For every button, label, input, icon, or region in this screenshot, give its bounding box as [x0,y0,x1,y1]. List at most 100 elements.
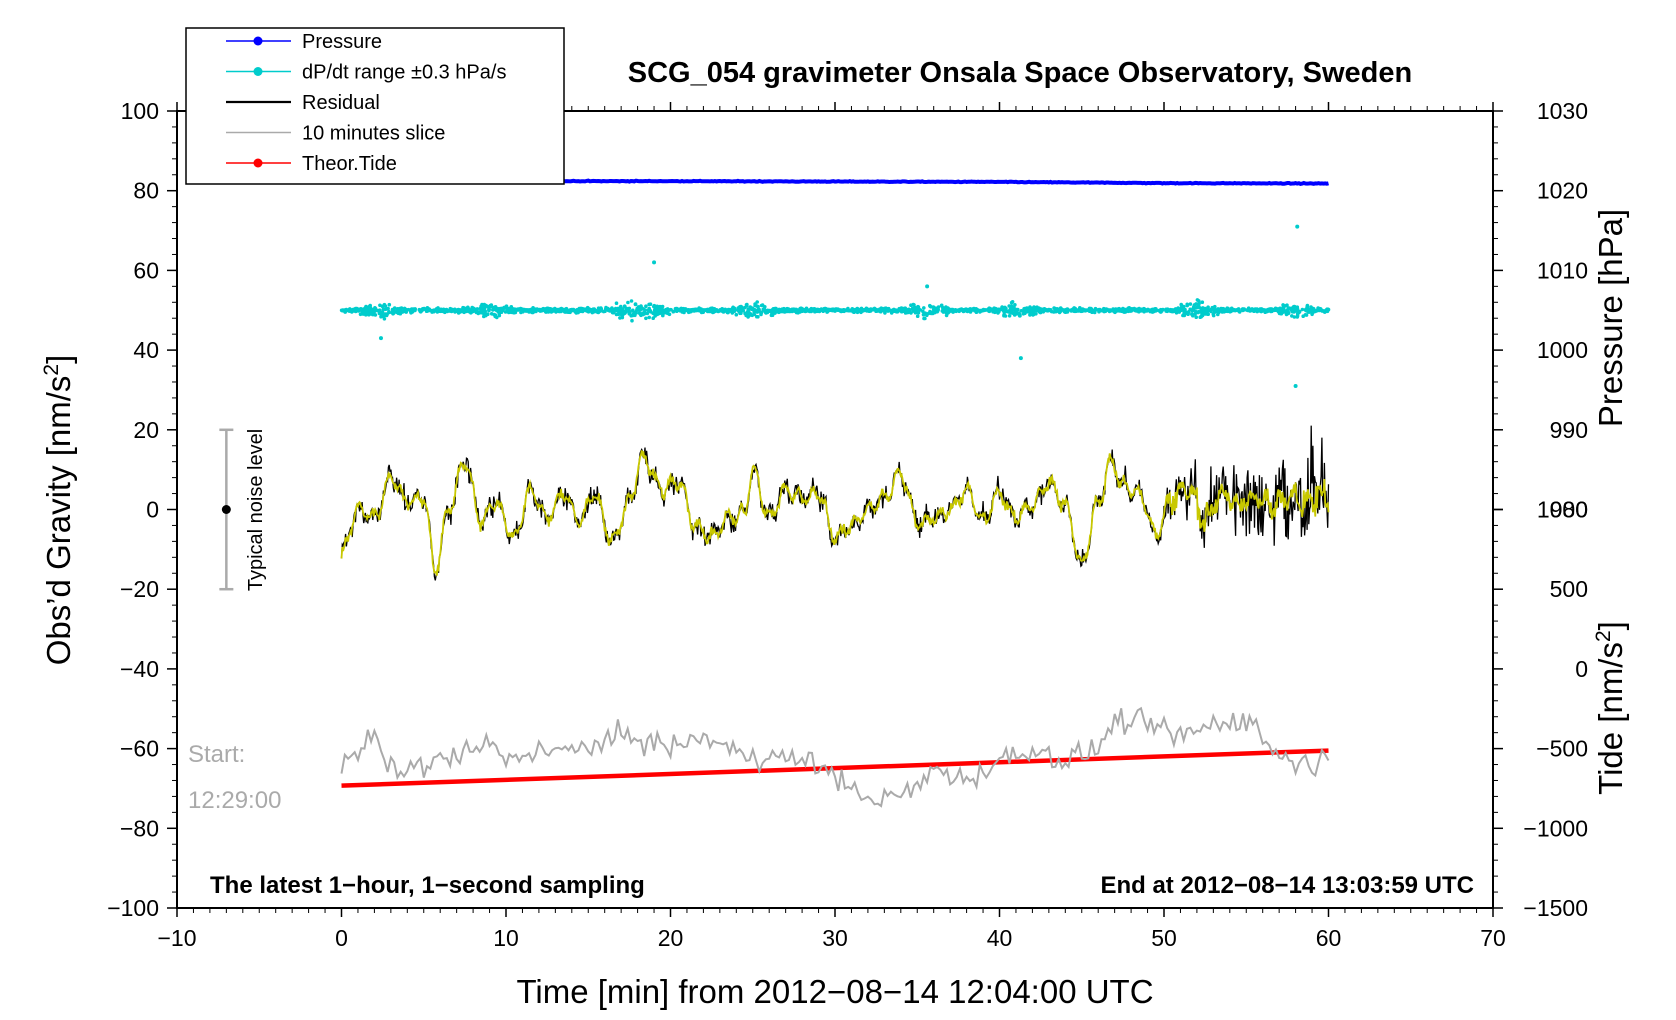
dpdt-point [756,315,760,319]
dpdt-point [933,306,938,311]
dpdt-point [855,310,860,315]
pressure-tick-label: 990 [1550,417,1588,443]
dpdt-point [923,316,927,321]
dpdt-point [807,308,812,312]
dpdt-point [746,312,750,317]
dpdt-point [1137,309,1141,314]
dpdt-point [699,310,704,315]
dpdt-point [1007,314,1012,318]
dpdt-point [909,311,913,315]
dpdt-point [489,304,493,309]
dpdt-point [1124,308,1129,312]
dpdt-point [586,310,591,314]
y-tick-label: −100 [107,895,159,921]
dpdt-point [888,308,893,313]
ten-minute-slice-line [340,706,1330,808]
dpdt-point [727,307,732,312]
dpdt-point [933,310,937,315]
dpdt-point [906,310,910,315]
dpdt-point [1048,308,1053,312]
dpdt-point [1080,307,1085,311]
dpdt-point [633,313,637,318]
chart-title: SCG_054 gravimeter Onsala Space Observat… [628,57,1412,89]
dpdt-point [633,302,638,306]
dpdt-point [511,307,516,311]
dpdt-point [767,308,772,313]
dpdt-point [418,310,423,314]
dpdt-point [628,310,632,314]
dpdt-point [494,306,499,311]
dpdt-point [731,307,736,312]
dpdt-point [563,310,567,314]
dpdt-point [604,305,608,310]
dpdt-point [1042,307,1047,311]
legend-swatch-marker [253,67,263,76]
dpdt-point [620,307,625,311]
dpdt-point [1188,302,1193,306]
dpdt-point [1224,309,1229,313]
x-tick-label: 40 [987,925,1013,951]
dpdt-point [579,309,584,313]
dpdt-point [1092,310,1097,315]
dpdt-point [659,307,664,312]
dpdt-point [744,303,749,307]
dpdt-point [1216,312,1220,317]
dpdt-point [1215,309,1219,314]
y-axis-title-left: Obs’d Gravity [nm/s2] [40,355,77,666]
pressure-tick-labels: 1030 1020 1010 1000 990 980 [1537,98,1588,523]
dpdt-point [1255,309,1260,313]
dpdt-point [645,311,650,316]
dpdt-point [1300,307,1305,312]
dpdt-point [514,307,519,312]
dpdt-point [598,307,603,311]
x-tick-label: 20 [658,925,684,951]
dpdt-point [958,307,962,312]
legend-box [185,27,565,185]
dpdt-point [725,310,730,315]
dpdt-point [1062,308,1066,312]
x-tick-label: 50 [1151,925,1177,951]
dpdt-point [746,307,751,311]
dpdt-point [612,309,616,314]
dpdt-point [1182,309,1187,313]
dpdt-point [644,304,648,309]
dpdt-point [603,309,607,314]
dpdt-point [1023,306,1027,311]
dpdt-point [1122,310,1126,314]
dpdt-point [569,308,573,312]
dpdt-point [1262,309,1267,313]
dpdt-point [383,304,388,308]
x-tick-label: 70 [1480,925,1506,951]
dpdt-point [660,304,665,309]
x-tick-label: 30 [822,925,848,951]
dpdt-point [928,304,933,309]
dpdt-point [787,308,791,313]
dpdt-point [398,311,403,316]
tide-tick-label: −1000 [1523,815,1588,841]
dpdt-point [392,306,397,310]
dpdt-point [743,305,747,310]
dpdt-point [948,309,952,313]
dpdt-point [1293,309,1298,313]
dpdt-point [1269,307,1273,311]
noise-level-center-dot [221,505,231,514]
dpdt-point [1316,308,1321,313]
dpdt-point [427,307,432,312]
dpdt-point [1200,300,1205,305]
dpdt-point [796,311,800,315]
dpdt-point [921,312,926,317]
y-tick-labels: 100 80 60 40 20 0 −20 −40 −60 −80 −100 [107,98,159,921]
dpdt-point [1037,309,1042,314]
dpdt-point [800,309,805,314]
dpdt-point [642,310,647,315]
dpdt-point [618,316,622,320]
dpdt-point [667,312,672,317]
dpdt-point [1065,307,1070,311]
dpdt-point [995,310,999,314]
dpdt-point [398,306,402,311]
dpdt-point [1120,307,1125,311]
dpdt-point [1010,309,1014,314]
y-tick-label: −40 [120,656,159,682]
y-axis-title-left-sup: 2 [40,364,63,376]
dpdt-point [1203,307,1207,312]
